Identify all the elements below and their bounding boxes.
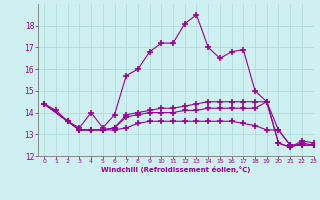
X-axis label: Windchill (Refroidissement éolien,°C): Windchill (Refroidissement éolien,°C) [101, 166, 251, 173]
